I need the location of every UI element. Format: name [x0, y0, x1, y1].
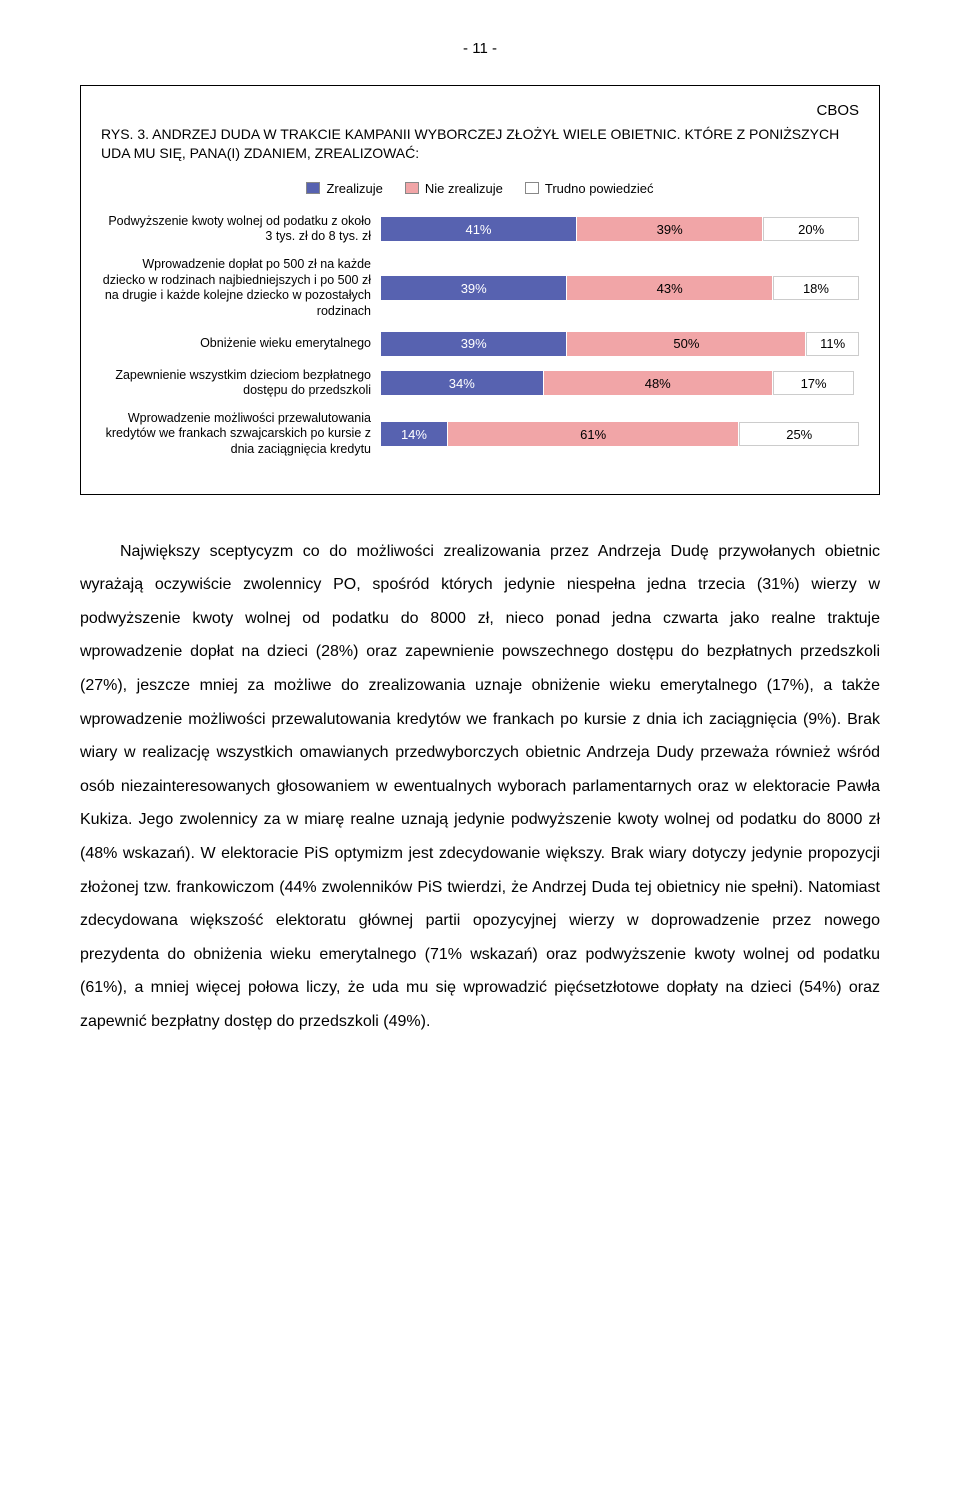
bar-row: Podwyższenie kwoty wolnej od podatku z o…	[101, 214, 859, 245]
cbos-label: CBOS	[101, 102, 859, 119]
bar-segment: 50%	[567, 332, 806, 356]
bar-segment: 41%	[381, 217, 577, 241]
legend-swatch	[525, 182, 539, 194]
bar-label: Obniżenie wieku emerytalnego	[101, 336, 381, 352]
legend-label: Trudno powiedzieć	[545, 181, 654, 196]
chart-bars: Podwyższenie kwoty wolnej od podatku z o…	[101, 214, 859, 458]
bar-label: Zapewnienie wszystkim dzieciom bezpłatne…	[101, 368, 381, 399]
bar-row: Wprowadzenie dopłat po 500 zł na każde d…	[101, 257, 859, 320]
bar-segment: 34%	[381, 371, 544, 395]
chart-container: CBOS RYS. 3. ANDRZEJ DUDA W TRAKCIE KAMP…	[80, 85, 880, 495]
bar-segment: 61%	[448, 422, 740, 446]
legend-swatch	[405, 182, 419, 194]
bar-track: 14%61%25%	[381, 422, 859, 446]
chart-title-prefix: RYS. 3.	[101, 126, 149, 142]
bar-segment: 11%	[806, 332, 859, 356]
bar-segment: 48%	[544, 371, 773, 395]
bar-label: Podwyższenie kwoty wolnej od podatku z o…	[101, 214, 381, 245]
bar-row: Wprowadzenie możliwości przewalutowania …	[101, 411, 859, 458]
body-paragraph: Największy sceptycyzm co do możliwości z…	[80, 535, 880, 1039]
bar-track: 34%48%17%	[381, 371, 859, 395]
legend-label: Zrealizuje	[326, 181, 382, 196]
bar-segment: 18%	[773, 276, 859, 300]
bar-label: Wprowadzenie dopłat po 500 zł na każde d…	[101, 257, 381, 320]
legend-item: Zrealizuje	[306, 181, 382, 196]
bar-row: Zapewnienie wszystkim dzieciom bezpłatne…	[101, 368, 859, 399]
chart-title-text: ANDRZEJ DUDA W TRAKCIE KAMPANII WYBORCZE…	[101, 126, 839, 161]
bar-track: 39%43%18%	[381, 276, 859, 300]
legend-label: Nie zrealizuje	[425, 181, 503, 196]
bar-segment: 14%	[381, 422, 448, 446]
legend-item: Trudno powiedzieć	[525, 181, 654, 196]
bar-track: 39%50%11%	[381, 332, 859, 356]
chart-title: RYS. 3. ANDRZEJ DUDA W TRAKCIE KAMPANII …	[101, 125, 859, 163]
bar-segment: 17%	[773, 371, 854, 395]
legend-swatch	[306, 182, 320, 194]
bar-row: Obniżenie wieku emerytalnego39%50%11%	[101, 332, 859, 356]
bar-segment: 25%	[739, 422, 859, 446]
chart-legend: Zrealizuje Nie zrealizuje Trudno powiedz…	[101, 181, 859, 196]
legend-item: Nie zrealizuje	[405, 181, 503, 196]
page-number: - 11 -	[80, 40, 880, 57]
bar-label: Wprowadzenie możliwości przewalutowania …	[101, 411, 381, 458]
bar-track: 41%39%20%	[381, 217, 859, 241]
bar-segment: 39%	[381, 276, 567, 300]
bar-segment: 20%	[763, 217, 859, 241]
bar-segment: 39%	[381, 332, 567, 356]
bar-segment: 39%	[577, 217, 763, 241]
bar-segment: 43%	[567, 276, 773, 300]
